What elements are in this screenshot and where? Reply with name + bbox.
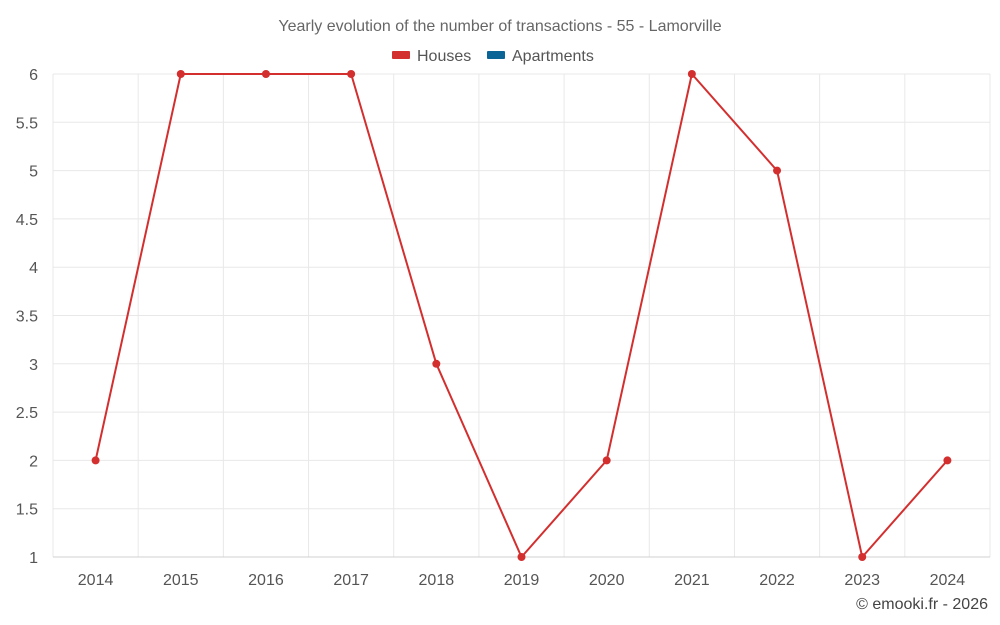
y-tick-label: 3 [29, 357, 38, 374]
y-tick-label: 4 [29, 260, 38, 277]
legend-swatch-houses [392, 51, 410, 59]
x-tick-label: 2014 [78, 572, 114, 589]
x-tick-label: 2023 [844, 572, 880, 589]
credit-text: © emooki.fr - 2026 [856, 596, 988, 613]
grid [52, 73, 991, 558]
x-tick-label: 2015 [163, 572, 199, 589]
data-point-houses[interactable] [432, 359, 441, 368]
data-point-houses[interactable] [773, 166, 782, 175]
y-tick-label: 2 [29, 453, 38, 470]
x-tick-label: 2017 [333, 572, 369, 589]
data-point-houses[interactable] [347, 70, 356, 78]
y-tick-label: 1.5 [16, 502, 38, 519]
y-tick-label: 6 [29, 67, 38, 84]
y-tick-label: 5.5 [16, 115, 38, 132]
data-point-houses[interactable] [943, 456, 952, 465]
data-point-houses[interactable] [261, 70, 270, 78]
legend-label-apartments: Apartments [512, 48, 594, 65]
x-tick-label: 2022 [759, 572, 795, 589]
data-point-houses[interactable] [858, 553, 867, 561]
legend-item-houses[interactable]: Houses [392, 48, 471, 65]
x-tick-label: 2021 [674, 572, 710, 589]
data-point-houses[interactable] [176, 70, 185, 78]
x-tick-label: 2024 [930, 572, 966, 589]
data-point-houses[interactable] [91, 456, 100, 465]
y-tick-label: 4.5 [16, 212, 38, 229]
x-axis: 2014 2015 2016 2017 2018 2019 2020 2021 2022 2023… [53, 556, 990, 589]
legend-swatch-apartments [487, 51, 505, 59]
legend-label-houses: Houses [417, 48, 471, 65]
data-point-houses[interactable] [687, 70, 696, 78]
y-axis: 1 1.5 2 2.5 3 3.5 4 4.5 5 5.5 6 [16, 67, 38, 567]
x-tick-label: 2016 [248, 572, 284, 589]
y-tick-label: 1 [29, 550, 38, 567]
y-tick-label: 5 [29, 164, 38, 181]
chart-title: Yearly evolution of the number of transa… [278, 18, 721, 35]
legend: Houses Apartments [392, 48, 594, 65]
data-point-houses[interactable] [602, 456, 611, 465]
data-point-houses[interactable] [517, 553, 526, 561]
x-tick-label: 2020 [589, 572, 625, 589]
series-layer [91, 70, 952, 561]
legend-item-apartments[interactable]: Apartments [487, 48, 594, 65]
x-tick-label: 2018 [419, 572, 455, 589]
y-tick-label: 2.5 [16, 405, 38, 422]
x-tick-label: 2019 [504, 572, 540, 589]
y-tick-label: 3.5 [16, 309, 38, 326]
